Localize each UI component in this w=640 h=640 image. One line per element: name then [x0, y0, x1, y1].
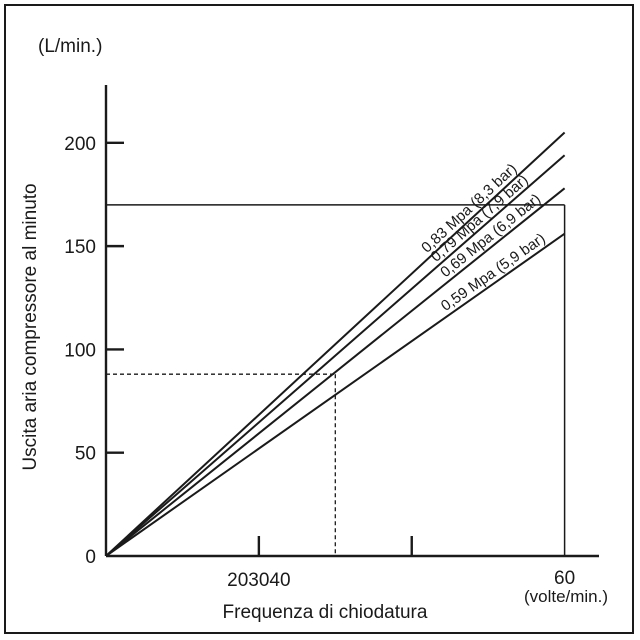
- series-lines: [105, 131, 566, 557]
- x-axis-title: Frequenza di chiodatura: [223, 602, 428, 623]
- axes: [104, 85, 599, 558]
- chart-frame: [4, 4, 634, 634]
- series-line: [105, 232, 566, 557]
- ticks: 0 50 100 150 200 203040 60: [64, 134, 575, 591]
- x-unit-label: (volte/min.): [524, 587, 608, 606]
- y-tick-label: 0: [85, 547, 96, 568]
- y-tick-label: 200: [64, 134, 96, 155]
- reference-lines: [106, 204, 566, 556]
- x-tick-label: 60: [554, 568, 575, 589]
- y-tick-label: 50: [75, 444, 96, 465]
- y-unit-label: (L/min.): [38, 36, 102, 57]
- x-tick-label: 203040: [227, 570, 290, 591]
- y-tick-label: 100: [64, 340, 96, 361]
- series-line: [105, 154, 566, 557]
- series-line: [105, 131, 566, 557]
- y-axis-title: Uscita aria compressore al minuto: [20, 183, 41, 470]
- series-line: [105, 187, 566, 557]
- y-tick-label: 150: [64, 237, 96, 258]
